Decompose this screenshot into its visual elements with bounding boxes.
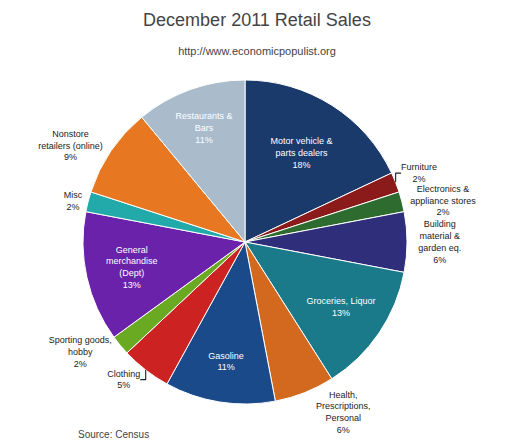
- svg-text:Health,Prescriptions,Personal6: Health,Prescriptions,Personal6%: [316, 390, 371, 435]
- svg-text:Misc2%: Misc2%: [64, 190, 83, 212]
- svg-text:Electronics &appliance stores2: Electronics &appliance stores2%: [410, 184, 476, 217]
- svg-text:Generalmerchandise(Dept)13%: Generalmerchandise(Dept)13%: [106, 245, 158, 290]
- svg-text:Restaurants &Bars11%: Restaurants &Bars11%: [175, 111, 232, 144]
- svg-text:Gasoline11%: Gasoline11%: [208, 351, 244, 373]
- svg-text:Groceries, Liquor13%: Groceries, Liquor13%: [306, 296, 375, 318]
- svg-text:Buildingmaterial &garden eq.6%: Buildingmaterial &garden eq.6%: [418, 219, 461, 264]
- svg-text:Clothing5%: Clothing5%: [107, 369, 140, 391]
- svg-text:December 2011 Retail Sales: December 2011 Retail Sales: [143, 10, 371, 30]
- svg-text:Motor vehicle &parts dealers18: Motor vehicle &parts dealers18%: [271, 136, 333, 169]
- svg-text:Nonstoreretailers (online)9%: Nonstoreretailers (online)9%: [38, 129, 103, 162]
- svg-text:Furniture2%: Furniture2%: [401, 162, 437, 184]
- svg-text:Sporting goods,hobby2%: Sporting goods,hobby2%: [49, 335, 112, 368]
- svg-text:Source: Census: Source: Census: [78, 429, 149, 440]
- svg-text:http://www.economicpopulist.or: http://www.economicpopulist.org: [178, 45, 336, 57]
